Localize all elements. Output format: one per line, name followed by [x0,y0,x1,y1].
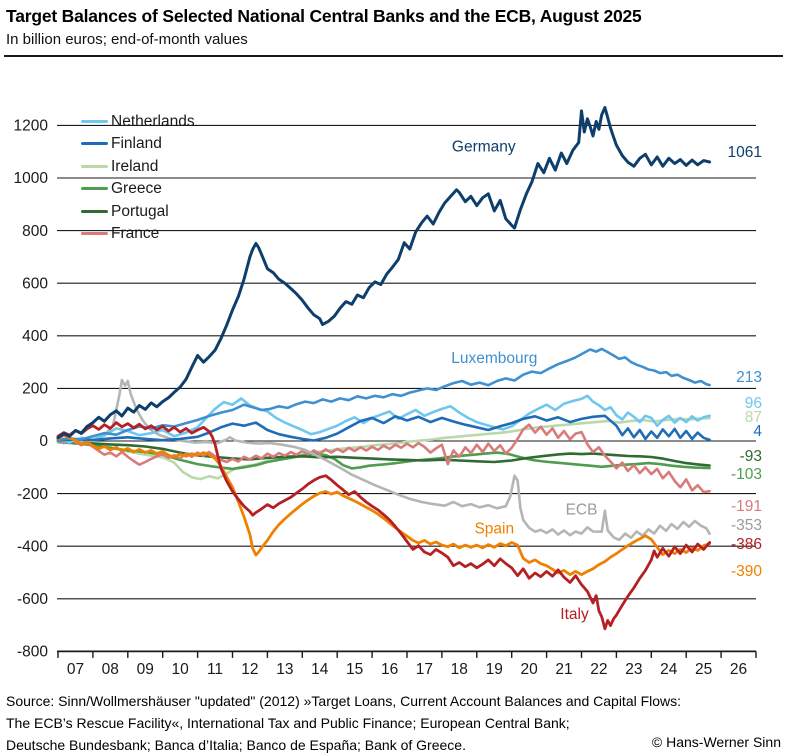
y-tick-label--200: -200 [17,486,48,503]
source-note: Source: Sinn/Wollmershäuser "updated" (2… [6,690,781,756]
legend-item-netherlands: Netherlands [81,110,195,133]
legend-item-portugal: Portugal [81,200,195,223]
x-tick-label-21: 21 [555,661,572,678]
page-title: Target Balances of Selected National Cen… [6,6,642,26]
end-value-label-france: -191 [731,498,762,515]
series-line-finland [56,414,711,442]
y-tick-label-400: 400 [22,328,48,345]
series-line-portugal [56,440,711,467]
x-tick-label-12: 12 [241,661,258,678]
series-line-spain [56,433,711,576]
y-tick-label-1000: 1000 [14,170,49,187]
series-line-greece [56,440,711,471]
chart-legend: Netherlands Finland Ireland Greece Portugal F… [81,110,195,245]
y-tick-label-600: 600 [22,275,48,292]
legend-item-france: France [81,223,195,246]
x-tick-label-09: 09 [137,661,154,678]
series-label-italy: Italy [560,606,589,623]
x-tick-label-24: 24 [660,661,678,678]
x-tick-label-07: 07 [67,661,84,678]
end-value-label-ecb: -353 [731,517,762,534]
y-tick-label-0: 0 [39,433,48,450]
source-line-1: Source: Sinn/Wollmershäuser "updated" (2… [6,693,682,709]
x-tick-label-20: 20 [520,661,538,678]
end-value-label-italy: -386 [731,536,762,553]
series-line-ireland [56,416,711,481]
x-tick-label-14: 14 [311,661,329,678]
x-tick-label-16: 16 [381,661,398,678]
x-tick-label-19: 19 [486,661,503,678]
x-tick-label-25: 25 [695,661,712,678]
series-label-luxembourg: Luxembourg [451,350,537,367]
x-tick-label-13: 13 [276,661,293,678]
x-tick-label-23: 23 [625,661,642,678]
y-tick-label-800: 800 [22,223,48,240]
y-tick-label--600: -600 [17,591,48,608]
source-line-2: The ECB’s Rescue Facility«, Internationa… [6,715,570,731]
chart-subtitle: In billion euros; end-of-month values [6,31,248,48]
legend-item-ireland: Ireland [81,155,195,178]
x-tick-label-11: 11 [207,661,223,678]
x-tick-label-17: 17 [416,661,433,678]
legend-swatch-france [81,232,108,236]
end-value-label-ireland: 87 [745,409,762,426]
legend-label: Netherlands [111,112,195,130]
y-tick-label-200: 200 [22,381,48,398]
x-tick-label-08: 08 [102,661,119,678]
legend-label: Ireland [111,157,159,175]
chart-canvas: 1200 1000 800 600 400 200 0 -200 -400 -600 -800 07 0… [14,106,762,678]
end-value-label-finland: 4 [753,423,762,440]
series-label-germany: Germany [452,138,516,155]
end-value-label-luxembourg: 213 [736,369,762,386]
legend-swatch-greece [81,187,108,191]
legend-item-greece: Greece [81,178,195,201]
legend-swatch-ireland [81,164,108,168]
legend-item-finland: Finland [81,133,195,156]
series-label-spain: Spain [474,520,514,537]
copyright-note: © Hans-Werner Sinn [651,734,781,750]
y-tick-label--400: -400 [17,538,48,555]
series-line-france [56,423,711,494]
x-tick-label-26: 26 [730,661,747,678]
y-tick-label-1200: 1200 [14,118,49,135]
y-tick-label--800: -800 [17,644,48,661]
x-tick-label-15: 15 [346,661,363,678]
end-value-label-netherlands: 96 [745,395,762,412]
legend-label: Greece [111,180,162,197]
end-value-label-germany: 1061 [728,144,762,161]
header-divider [4,55,783,57]
legend-label: Finland [111,135,162,152]
legend-label: France [111,225,160,242]
x-tick-label-22: 22 [590,661,607,678]
x-tick-label-10: 10 [171,661,189,678]
legend-swatch-finland [81,142,108,146]
end-value-label-greece: -103 [731,466,762,483]
source-line-3: Deutsche Bundesbank; Banca d’Italia; Ban… [6,737,466,753]
end-value-label-portugal: -93 [740,448,762,465]
legend-swatch-netherlands [81,119,108,123]
x-tick-label-18: 18 [451,661,468,678]
legend-swatch-portugal [81,209,108,213]
series-line-italy [56,421,711,631]
series-line-netherlands [56,394,711,444]
end-value-label-spain: -390 [731,563,762,580]
series-label-ecb: ECB [566,501,598,518]
series-line-luxembourg [56,347,711,442]
series-line-germany [56,106,712,440]
legend-label: Portugal [111,202,169,220]
